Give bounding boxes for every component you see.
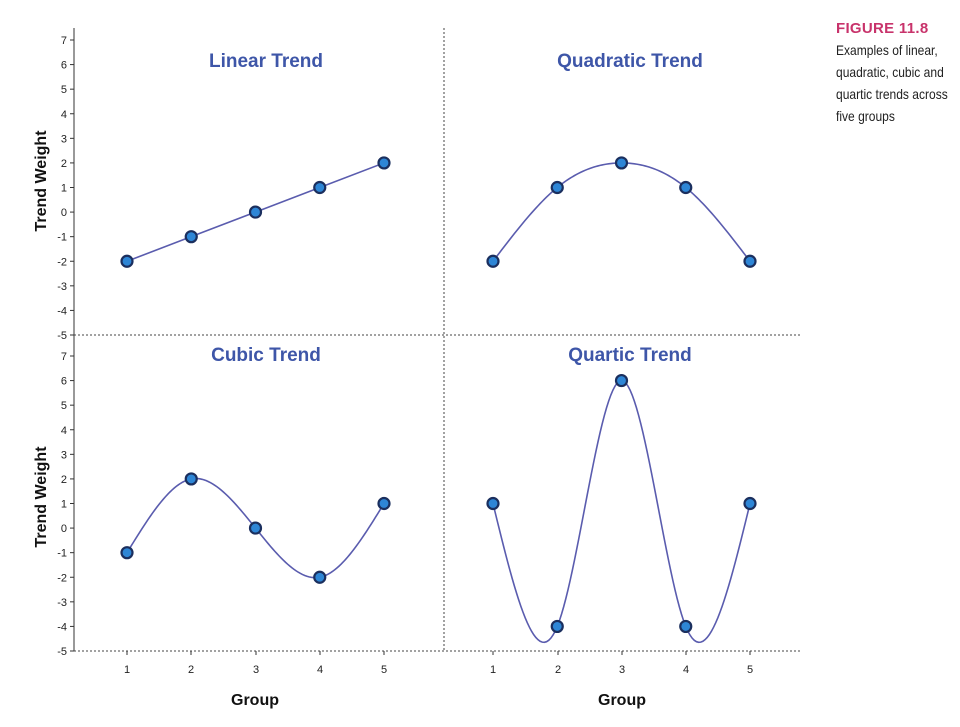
data-point (679, 619, 693, 634)
data-point (377, 156, 391, 170)
data-point (184, 230, 198, 244)
x-tick-label: 3 (619, 664, 625, 676)
y-tick-label: 5 (61, 400, 67, 412)
y-tick-label: 5 (61, 84, 67, 96)
y-tick-label: 4 (61, 425, 67, 437)
data-point (313, 570, 327, 584)
y-tick-label: 1 (61, 499, 67, 511)
panel-linear-trend: Linear Trend (120, 51, 391, 268)
data-point (743, 496, 757, 511)
y-tick-label: 6 (61, 376, 67, 388)
y-tick-label: 7 (61, 351, 67, 363)
y-tick-label: 3 (61, 133, 67, 145)
y-axis-label-top: Trend Weight (33, 130, 50, 232)
data-point (120, 546, 134, 560)
data-point (184, 472, 198, 486)
x-axis-label-right: Group (598, 692, 646, 709)
y-tick-label: -3 (57, 281, 67, 293)
data-point (486, 496, 500, 511)
y-tick-label: 1 (61, 183, 67, 195)
panel-title: Linear Trend (209, 51, 323, 72)
x-tick-label: 1 (124, 664, 130, 676)
y-tick-label: 0 (61, 207, 67, 219)
figure-caption: FIGURE 11.8 Examples of linear, quadrati… (836, 20, 956, 127)
x-tick-label: 2 (555, 664, 561, 676)
data-point (486, 254, 500, 268)
x-tick-label: 4 (683, 664, 689, 676)
trend-line (492, 162, 751, 262)
axis-ticks: 7 6 5 4 3 2 1 0 -1 -2 -3 -4 -5 7 6 5 4 3 2 1 0 -1 -2 -3 -4 -5 1 2 3 4… (57, 35, 753, 676)
data-point (614, 156, 629, 170)
panel-cubic-trend: Cubic Trend (120, 345, 391, 584)
y-tick-label: 2 (61, 158, 67, 170)
x-tick-label: 3 (253, 664, 259, 676)
frame-lines (73, 28, 800, 652)
y-tick-label: -5 (57, 330, 67, 342)
y-tick-label: -4 (57, 621, 67, 633)
y-tick-label: -1 (57, 548, 67, 560)
y-tick-label: -5 (57, 646, 67, 658)
y-tick-label: 6 (61, 60, 67, 72)
trend-line (492, 379, 751, 644)
data-point (248, 205, 263, 219)
y-tick-label: -2 (57, 572, 67, 584)
figure-caption-text: Examples of linear, quadratic, cubic and… (836, 42, 948, 124)
x-tick-label: 5 (381, 664, 387, 676)
data-point (743, 254, 757, 268)
data-point (614, 373, 629, 388)
data-point (120, 254, 134, 268)
y-tick-label: 3 (61, 449, 67, 461)
panel-title: Cubic Trend (211, 345, 321, 366)
x-tick-label: 4 (317, 664, 323, 676)
panel-title: Quadratic Trend (557, 51, 703, 72)
panel-quadratic-trend: Quadratic Trend (486, 51, 757, 268)
y-tick-label: -3 (57, 597, 67, 609)
data-point (550, 619, 564, 634)
y-tick-label: 4 (61, 109, 67, 121)
y-axis-label-bottom: Trend Weight (33, 446, 50, 548)
figure-label: FIGURE 11.8 (836, 20, 929, 37)
data-point (679, 180, 693, 195)
data-point (550, 180, 564, 195)
y-tick-label: 0 (61, 523, 67, 535)
x-tick-label: 2 (188, 664, 194, 676)
y-tick-label: 7 (61, 35, 67, 47)
panel-title: Quartic Trend (568, 345, 692, 366)
data-point (313, 180, 327, 195)
y-tick-label: -1 (57, 232, 67, 244)
chart-panels: Linear Trend Quadratic Trend Cubic Trend Qu… (120, 51, 757, 644)
y-tick-label: -4 (57, 305, 67, 317)
data-point (248, 521, 263, 535)
y-tick-label: -2 (57, 256, 67, 268)
panel-quartic-trend: Quartic Trend (486, 345, 757, 644)
x-tick-label: 5 (747, 664, 753, 676)
x-axis-label-left: Group (231, 692, 279, 709)
data-point (377, 496, 391, 511)
y-tick-label: 2 (61, 474, 67, 486)
x-tick-label: 1 (490, 664, 496, 676)
